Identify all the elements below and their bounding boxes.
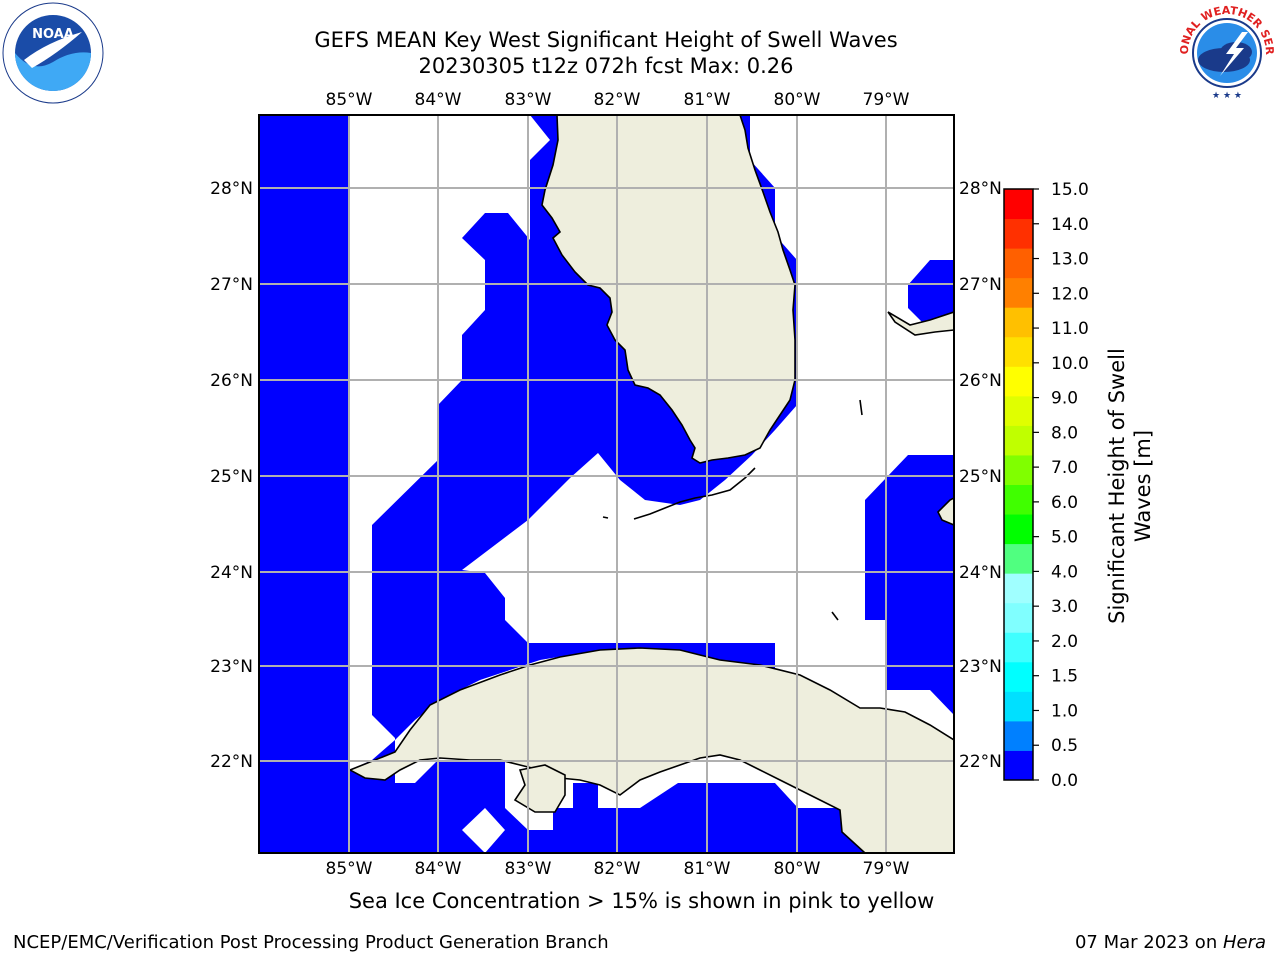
lat-label-right: 27°N: [959, 275, 1002, 295]
colorbar-tick-label: 0.0: [1051, 771, 1078, 791]
lon-label-top: 80°W: [774, 90, 821, 110]
lat-label-right: 25°N: [959, 467, 1002, 487]
colorbar-segment: [1004, 248, 1033, 279]
colorbar-segment: [1004, 218, 1033, 249]
footer-host: Hera: [1222, 932, 1266, 953]
colorbar-segment: [1004, 602, 1033, 633]
sea-ice-footnote: Sea Ice Concentration > 15% is shown in …: [348, 889, 935, 913]
lon-label-bottom: 82°W: [594, 859, 641, 879]
lon-label-top: 81°W: [684, 90, 731, 110]
colorbar-segment: [1004, 395, 1033, 426]
lon-label-bottom: 83°W: [505, 859, 552, 879]
colorbar-segment: [1004, 632, 1033, 663]
lat-label-left: 28°N: [210, 179, 253, 199]
colorbar-segment: [1004, 484, 1033, 515]
lat-label-left: 23°N: [210, 657, 253, 677]
colorbar-segment: [1004, 691, 1033, 722]
colorbar-tick-label: 1.0: [1051, 701, 1078, 721]
colorbar-label: Significant Height of Swell Waves [m]: [1105, 348, 1155, 624]
colorbar-segment: [1004, 514, 1033, 545]
colorbar: [1003, 188, 1034, 781]
lon-label-top: 84°W: [415, 90, 462, 110]
land-isla-juventud: [513, 764, 566, 813]
colorbar-segment: [1004, 750, 1033, 781]
gridlines: [259, 115, 954, 853]
colorbar-segment: [1004, 661, 1033, 692]
land-florida: [541, 115, 796, 464]
colorbar-tick-label: 1.5: [1051, 667, 1078, 687]
colorbar-segment: [1004, 366, 1033, 397]
nodata-region: [350, 115, 954, 853]
colorbar-tick-label: 13.0: [1051, 250, 1089, 270]
colorbar-tick-label: 14.0: [1051, 215, 1089, 235]
colorbar-segment: [1004, 573, 1033, 604]
colorbar-segment: [1004, 543, 1033, 574]
colorbar-tick-label: 8.0: [1051, 423, 1078, 443]
colorbar-segment: [1004, 277, 1033, 308]
chart-title: GEFS MEAN Key West Significant Height of…: [314, 28, 898, 52]
lat-label-left: 25°N: [210, 467, 253, 487]
svg-text:NOAA: NOAA: [32, 27, 74, 42]
colorbar-tick-label: 12.0: [1051, 284, 1089, 304]
lon-label-bottom: 79°W: [863, 859, 910, 879]
lon-label-bottom: 85°W: [326, 859, 373, 879]
lon-label-top: 82°W: [594, 90, 641, 110]
colorbar-segment: [1004, 720, 1033, 751]
colorbar-tick-label: 4.0: [1051, 562, 1078, 582]
colorbar-segment: [1004, 336, 1033, 367]
lon-label-top: 85°W: [326, 90, 373, 110]
svg-text:★ ★ ★: ★ ★ ★: [1212, 91, 1242, 101]
land-cuba: [348, 647, 954, 853]
colorbar-tick-label: 2.0: [1051, 632, 1078, 652]
lat-label-left: 26°N: [210, 371, 253, 391]
colorbar-tick-label: 6.0: [1051, 493, 1078, 513]
lat-label-right: 26°N: [959, 371, 1002, 391]
lon-label-top: 79°W: [863, 90, 910, 110]
colorbar-segment: [1004, 425, 1033, 456]
footer-date: 07 Mar 2023 on Hera: [1074, 932, 1266, 953]
lat-label-left: 22°N: [210, 752, 253, 772]
land-bahamas-andros: [937, 497, 954, 526]
colorbar-segment: [1004, 307, 1033, 338]
lon-label-bottom: 81°W: [684, 859, 731, 879]
colorbar-tick-label: 5.0: [1051, 528, 1078, 548]
colorbar-tick-label: 9.0: [1051, 389, 1078, 409]
nws-logo-icon: NATIONAL WEATHER SERVICE ★ ★ ★: [1176, 2, 1276, 102]
noaa-logo-icon: NOAA: [2, 2, 104, 104]
land-florida-keys: [633, 467, 756, 520]
lat-label-right: 28°N: [959, 179, 1002, 199]
footer-credit: NCEP/EMC/Verification Post Processing Pr…: [13, 932, 609, 953]
lon-label-top: 83°W: [505, 90, 552, 110]
lat-label-right: 24°N: [959, 563, 1002, 583]
colorbar-tick-label: 3.0: [1051, 597, 1078, 617]
colorbar-tick-label: 10.0: [1051, 354, 1089, 374]
land-dry-tortugas: [602, 516, 609, 519]
colorbar-segment: [1004, 454, 1033, 485]
lon-label-bottom: 84°W: [415, 859, 462, 879]
colorbar-frame: [1003, 188, 1034, 781]
lat-label-left: 24°N: [210, 563, 253, 583]
colorbar-segment: [1004, 189, 1033, 220]
land-small-cay: [831, 399, 863, 621]
land-bahamas: [887, 311, 954, 336]
lon-label-bottom: 80°W: [774, 859, 821, 879]
colorbar-tick-label: 15.0: [1051, 180, 1089, 200]
lat-label-right: 22°N: [959, 752, 1002, 772]
lat-label-left: 27°N: [210, 275, 253, 295]
colorbar-tick-label: 0.5: [1051, 736, 1078, 756]
colorbar-tick-label: 7.0: [1051, 458, 1078, 478]
colorbar-tick-label: 11.0: [1051, 319, 1089, 339]
chart-subtitle: 20230305 t12z 072h fcst Max: 0.26: [418, 54, 794, 78]
map-frame: [258, 114, 955, 854]
lat-label-right: 23°N: [959, 657, 1002, 677]
